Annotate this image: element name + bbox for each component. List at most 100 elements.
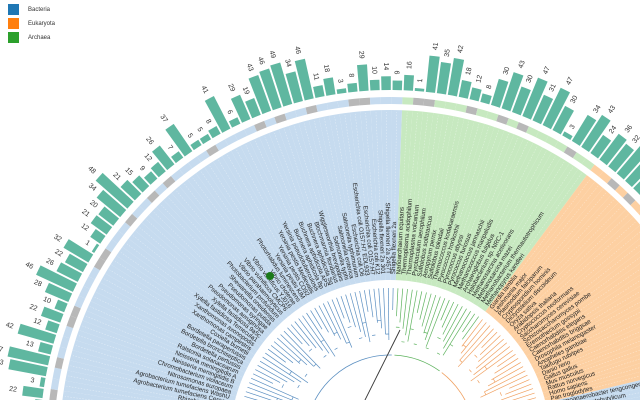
domain-background-sectors <box>62 110 640 400</box>
value-bar[interactable] <box>248 74 272 115</box>
value-bar[interactable] <box>22 385 44 399</box>
leaf-branch <box>443 306 463 342</box>
value-bar[interactable] <box>38 342 53 355</box>
value-bar[interactable] <box>403 74 414 91</box>
bar-value-label: 8 <box>486 84 494 90</box>
value-bar[interactable] <box>512 86 531 116</box>
value-bar[interactable] <box>323 77 336 96</box>
value-bar[interactable] <box>17 323 57 344</box>
value-bar[interactable] <box>532 94 554 125</box>
domain-sector <box>240 141 322 298</box>
value-bar[interactable] <box>36 265 77 292</box>
value-bar[interactable] <box>171 151 184 164</box>
value-bar[interactable] <box>90 229 106 244</box>
value-bar[interactable] <box>633 172 640 195</box>
value-bar[interactable] <box>270 62 293 107</box>
leaf-label[interactable]: Shigella flexneri 2a 2457T <box>384 202 392 274</box>
value-bar[interactable] <box>208 126 221 139</box>
value-bar[interactable] <box>120 179 142 201</box>
value-bar[interactable] <box>199 133 212 145</box>
legend-item-archaea[interactable]: Archaea <box>8 31 55 44</box>
value-bar[interactable] <box>190 139 202 151</box>
leaf-label[interactable]: Shigella flexneri 2a 301 <box>377 210 387 275</box>
leaf-branch <box>322 303 342 340</box>
value-bar[interactable] <box>8 359 48 377</box>
bar-value-label: 49 <box>267 50 276 60</box>
leaf-branch <box>290 324 310 347</box>
value-bar[interactable] <box>542 87 571 130</box>
domain-sector <box>268 129 337 292</box>
value-bar[interactable] <box>599 133 627 166</box>
value-bar[interactable] <box>39 377 46 388</box>
value-bar[interactable] <box>336 88 347 94</box>
value-bar[interactable] <box>98 206 120 226</box>
value-bar[interactable] <box>571 114 597 146</box>
ring-segment <box>125 213 138 227</box>
value-bar[interactable] <box>132 175 150 193</box>
value-bar[interactable] <box>562 131 573 141</box>
value-bar[interactable] <box>230 94 251 123</box>
value-bar[interactable] <box>54 299 68 313</box>
value-bar[interactable] <box>552 105 574 135</box>
leaf-label[interactable]: Escherichia coli K12 <box>370 219 381 276</box>
root-branch <box>364 329 401 400</box>
value-bar[interactable] <box>143 171 158 185</box>
value-bar[interactable] <box>625 153 640 188</box>
bar-value-label: 32 <box>631 134 640 145</box>
value-bar[interactable] <box>369 79 380 91</box>
value-bar[interactable] <box>436 62 452 95</box>
domain-sector <box>468 152 561 304</box>
value-bar[interactable] <box>522 77 548 120</box>
value-bar[interactable] <box>228 117 241 128</box>
domain-sector <box>116 247 261 351</box>
value-bar[interactable] <box>40 306 64 323</box>
leaf-label[interactable]: Shigella flexneri 2a <box>390 221 398 274</box>
value-bar[interactable] <box>357 64 369 92</box>
value-bar[interactable] <box>285 71 303 104</box>
legend-item-bacteria[interactable]: Bacteria <box>8 3 55 16</box>
value-bar[interactable] <box>7 346 51 366</box>
value-bar[interactable] <box>63 239 94 263</box>
value-bar[interactable] <box>414 88 425 92</box>
value-bar[interactable] <box>480 93 492 105</box>
ring-segment <box>146 190 160 203</box>
value-bar[interactable] <box>44 282 73 303</box>
value-bar[interactable] <box>95 172 134 209</box>
highlight-marker[interactable] <box>266 272 274 280</box>
value-bar[interactable] <box>469 87 482 102</box>
value-bar[interactable] <box>96 189 127 218</box>
value-bar[interactable] <box>91 243 100 253</box>
value-bar[interactable] <box>294 58 314 101</box>
value-bar[interactable] <box>616 142 640 180</box>
leaf-branch <box>283 330 321 369</box>
bar-value-label: 14 <box>382 62 389 70</box>
value-bar[interactable] <box>45 320 60 334</box>
value-bar[interactable] <box>165 123 193 157</box>
value-bar[interactable] <box>150 161 166 178</box>
leaf-label[interactable]: Nanoarchaeum equitans <box>395 207 406 275</box>
value-bar[interactable] <box>90 215 113 235</box>
leaf-branch <box>270 345 294 364</box>
value-bar[interactable] <box>259 68 282 111</box>
value-bar[interactable] <box>458 80 472 99</box>
value-bar[interactable] <box>581 114 611 153</box>
ring-segment <box>359 97 371 106</box>
value-bar[interactable] <box>56 262 83 282</box>
value-bar[interactable] <box>490 78 509 108</box>
value-bar[interactable] <box>152 145 175 171</box>
value-bar[interactable] <box>392 80 403 91</box>
value-bar[interactable] <box>447 58 465 97</box>
value-bar[interactable] <box>313 85 325 99</box>
value-bar[interactable] <box>245 98 261 119</box>
leaf-branch <box>396 288 399 317</box>
legend-item-eukaryota[interactable]: Eukaryota <box>8 17 55 30</box>
value-bar[interactable] <box>425 55 440 93</box>
value-bar[interactable] <box>204 96 231 133</box>
value-bar[interactable] <box>381 76 391 91</box>
value-bar[interactable] <box>501 72 524 112</box>
value-bar[interactable] <box>347 82 358 93</box>
value-bar[interactable] <box>64 253 88 273</box>
value-bar[interactable] <box>608 143 634 173</box>
value-bar[interactable] <box>590 134 612 159</box>
bar-value-label: 8 <box>204 118 212 125</box>
